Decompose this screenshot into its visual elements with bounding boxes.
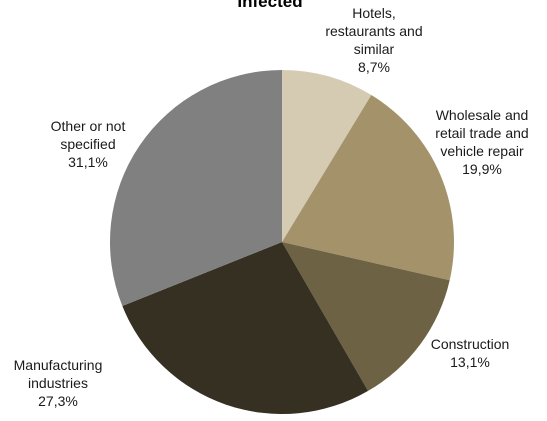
slice-value-label: 31,1% [68,154,108,170]
slice-category-label: Wholesale and retail trade and vehicle rep… [435,107,528,159]
pie-slice-wholesale-and-retail-trade-and-vehicle-repair [282,95,455,281]
pie-slice-construction [282,242,450,391]
slice-category-label: Manufacturing industries [14,357,103,391]
slice-label-wholesale-and-retail-trade-and-vehicle-repair: Wholesale and retail trade and vehicle rep… [435,107,528,177]
slice-value-label: 27,3% [38,393,78,409]
slice-category-label: Hotels, restaurants and similar [325,5,422,57]
slice-label-manufacturing-industries: Manufacturing industries 27,3% [14,357,103,409]
slice-label-other-or-not-specified: Other or not specified 31,1% [51,118,126,170]
chart-title: Infected [237,0,302,11]
slice-label-construction: Construction 13,1% [431,336,510,370]
pie-slice-manufacturing-industries [122,242,369,415]
slice-label-hotels-restaurants-and-similar: Hotels, restaurants and similar 8,7% [325,5,422,75]
slice-category-label: Construction [431,336,510,352]
slice-value-label: 8,7% [358,59,390,75]
slice-value-label: 13,1% [450,354,490,370]
labels-layer: Hotels, restaurants and similar 8,7% Wholesa… [14,5,529,409]
pie-slice-other-or-not-specified [109,70,283,307]
slice-value-label: 19,9% [462,161,502,177]
pie-slice-hotels-restaurants-and-similar [282,70,372,242]
slice-category-label: Other or not specified [51,118,126,152]
slices-layer [109,70,455,415]
